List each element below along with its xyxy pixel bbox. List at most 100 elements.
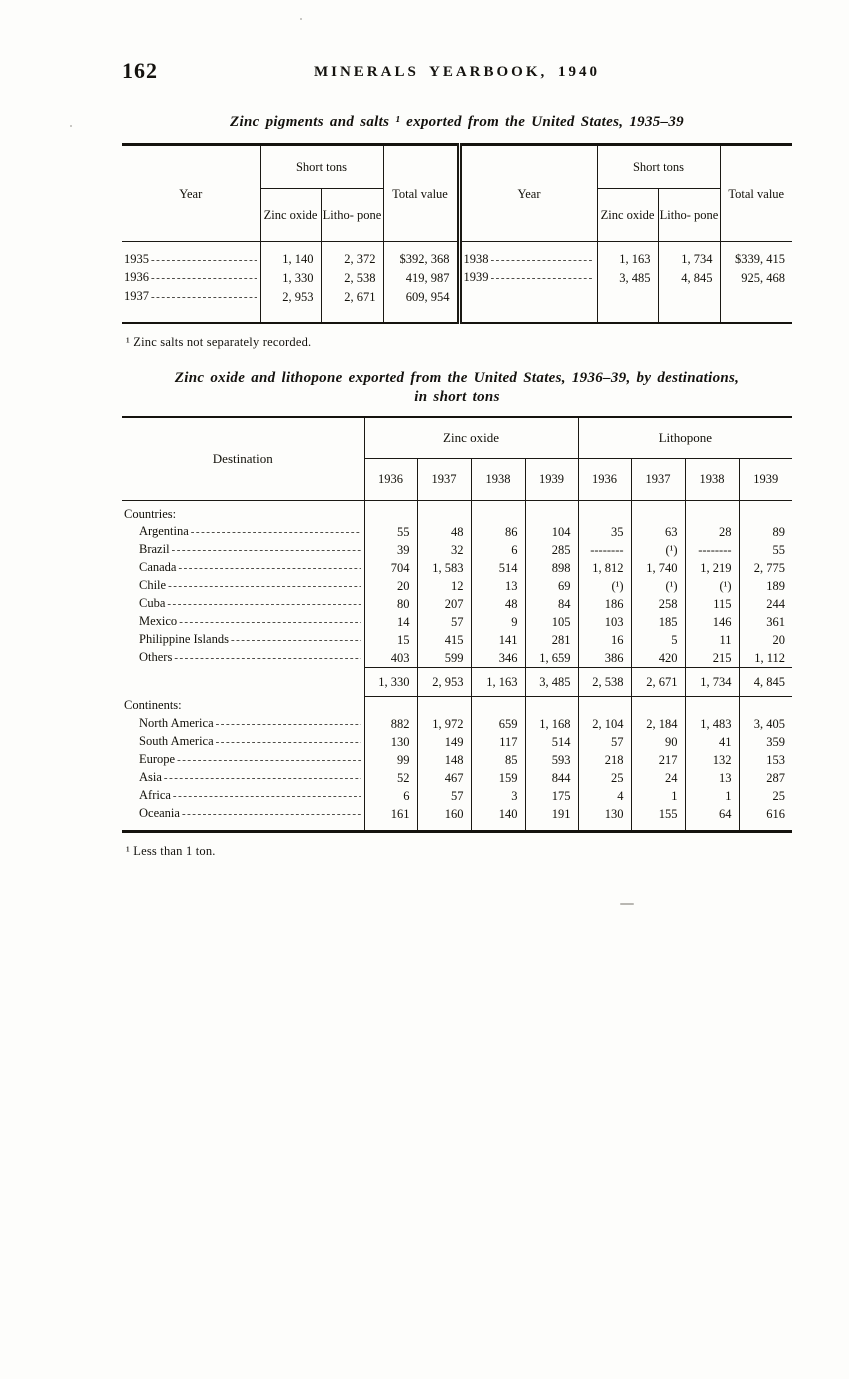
t2-value-cell: 80 [364, 595, 418, 613]
t2-value-cell: (¹) [631, 577, 686, 595]
t1-col-shorttons-right: Short tons [597, 144, 721, 189]
t2-value-cell: 117 [471, 733, 526, 751]
t2-value-cell: 20 [364, 577, 418, 595]
leader-label: Others [124, 651, 364, 665]
label-text: 1938 [463, 251, 489, 266]
label-text: 1939 [463, 270, 489, 284]
t2-value-cell: 99 [364, 751, 418, 769]
t2-value-cell: 14 [364, 613, 418, 631]
t2-value-cell: 1, 219 [685, 559, 740, 577]
t2-value-cell [417, 696, 472, 715]
label-text: Canada [139, 561, 177, 574]
leader-label: Mexico [124, 615, 364, 629]
table2-title-line1: Zinc oxide and lithopone exported from t… [174, 370, 740, 386]
page-header: 162 MINERALS YEARBOOK, 1940 [122, 0, 792, 92]
t2-value-cell [578, 500, 632, 523]
t1-col-lithopone-right: Litho- pone [658, 188, 721, 242]
t2-value-cell: 403 [364, 649, 418, 668]
leader-label: Philippine Islands [124, 633, 364, 647]
t2-value-cell: 86 [471, 523, 526, 541]
dash-leader [491, 270, 594, 285]
t2-value-cell [739, 501, 792, 524]
t1-col-zincoxide-right: Zinc oxide [597, 188, 659, 242]
t1-year-cell: 1939 [459, 268, 598, 287]
t2-value-cell: 285 [525, 541, 579, 559]
dash-leader [216, 735, 361, 749]
t2-value-cell: 104 [525, 523, 579, 541]
t1-lithopone-cell [658, 287, 721, 323]
t2-value-cell: 9 [471, 613, 526, 631]
t1-col-totalvalue-left: Total value [383, 144, 462, 242]
t2-value-cell: 218 [578, 751, 632, 769]
t2-value-cell: 514 [471, 559, 526, 577]
t1-lithopone-cell: 1, 734 [658, 241, 721, 268]
t2-value-cell: 39 [364, 541, 418, 559]
t2-value-cell: 882 [364, 715, 418, 733]
t2-value-cell: 115 [685, 595, 740, 613]
t2-value-cell: 160 [417, 805, 472, 832]
t2-value-cell: 90 [631, 733, 686, 751]
t2-value-cell: 55 [772, 542, 786, 557]
t2-value-cell: 186 [578, 595, 632, 613]
t2-value-cell: 1, 740 [631, 559, 686, 577]
t2-value-cell: (¹) [685, 577, 740, 595]
t2-value-cell: 207 [417, 595, 472, 613]
leader-label: Cuba [124, 597, 364, 611]
t1-zincoxide-cell: 1, 330 [260, 268, 322, 287]
t2-value-cell: 467 [417, 769, 472, 787]
t1-year-cell [459, 287, 598, 323]
t2-value-cell: 1, 659 [525, 649, 579, 668]
page-content: 162 MINERALS YEARBOOK, 1940 Zinc pigment… [122, 0, 793, 859]
leader-label: Canada [124, 561, 364, 575]
t2-total-cell: 1, 734 [685, 667, 740, 697]
t2-value-cell: 159 [471, 769, 526, 787]
t2-value-cell: 420 [631, 649, 686, 668]
dash-leader [178, 561, 360, 575]
t1-totalvalue-cell: $339, 415 [735, 251, 785, 266]
dash-leader [151, 252, 257, 267]
table2-title: Zinc oxide and lithopone exported from t… [122, 369, 792, 407]
t1-col-lithopone-left: Litho- pone [321, 188, 384, 242]
t1-year-cell: 1935 [122, 241, 261, 268]
t2-value-cell: 361 [766, 614, 786, 629]
t2-value-cell: 1 [685, 787, 740, 805]
t2-value-cell: 5 [631, 631, 686, 649]
label-text: Brazil [139, 543, 170, 556]
t2-destination-cell: Chile [122, 577, 365, 595]
t1-year-cell: 1938 [459, 241, 598, 268]
t2-total-cell: 2, 671 [631, 667, 686, 697]
t1-totalvalue-cell [720, 287, 792, 323]
t2-value-cell: 175 [525, 787, 579, 805]
dash-leader [173, 789, 361, 803]
leader-label: Chile [124, 579, 364, 593]
t2-value-cell: 844 [525, 769, 579, 787]
t2-value-cell: 130 [364, 733, 418, 751]
label-text: Mexico [139, 615, 178, 628]
t2-total-cell: 1, 330 [364, 667, 418, 697]
t2-destination-cell: South America [122, 733, 365, 751]
t2-value-cell [739, 697, 792, 716]
leader-label: 1937 [124, 289, 260, 304]
t2-value-cell: 161 [364, 805, 418, 832]
t2-value-cell: 25 [772, 788, 786, 803]
t2-col-zo-1937: 1937 [417, 458, 472, 501]
t2-value-cell: 359 [766, 734, 786, 749]
t1-header-row-1: Year Short tons Total value Year Short t… [122, 144, 792, 242]
t2-total-cell: 3, 485 [525, 667, 579, 697]
t2-value-cell: 1, 168 [525, 715, 579, 733]
t2-destination-cell: Asia [122, 769, 365, 787]
t2-col-zo-1938: 1938 [471, 458, 526, 501]
t2-value-cell: (¹) [578, 577, 632, 595]
t2-total-cell: 1, 163 [471, 667, 526, 697]
t2-value-cell: 6 [471, 541, 526, 559]
t2-value-cell: 48 [417, 523, 472, 541]
dash-leader [164, 771, 361, 785]
t2-value-cell: (¹) [631, 541, 686, 559]
t2-total-row: 1, 330 2, 953 1, 163 3, 485 2, 538 2, 671 1, 7… [122, 667, 793, 697]
t2-value-cell: 191 [525, 805, 579, 832]
